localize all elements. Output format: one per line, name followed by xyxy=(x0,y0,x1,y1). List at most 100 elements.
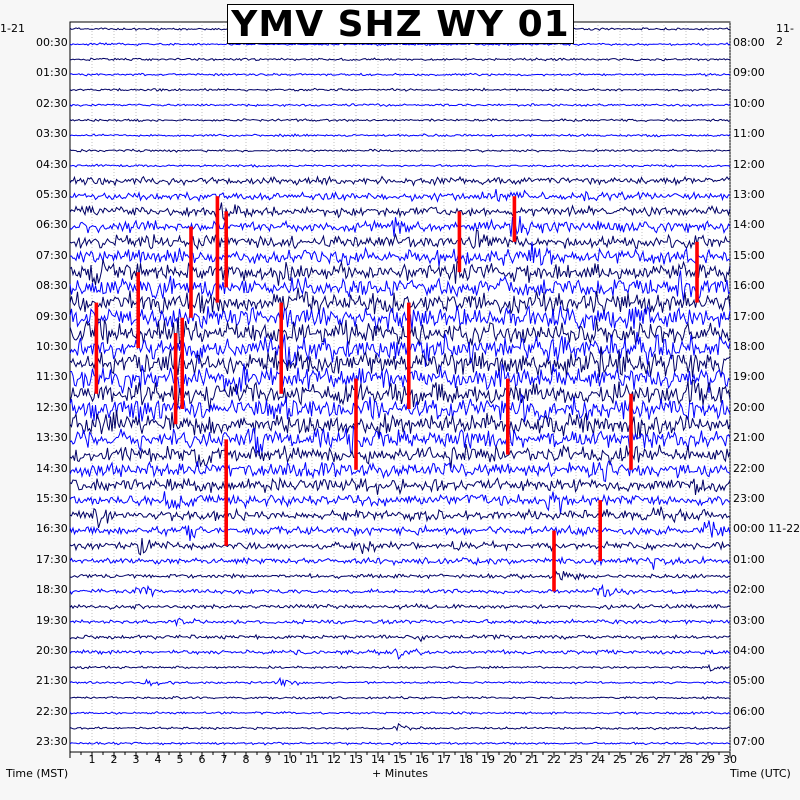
trace-row xyxy=(69,42,731,47)
x-tick-label: 4 xyxy=(154,753,162,766)
x-tick-label: 13 xyxy=(349,753,363,766)
left-time-label: 22:30 xyxy=(36,704,68,718)
event-markers xyxy=(94,196,699,592)
right-time-label: 08:00 xyxy=(733,36,765,49)
left-time-label: 04:30 xyxy=(36,157,68,171)
event-marker xyxy=(629,393,633,470)
trace-row xyxy=(69,617,731,628)
trace-row xyxy=(69,175,731,187)
x-tick-label: 6 xyxy=(198,753,206,766)
x-tick-label: 14 xyxy=(371,753,385,766)
left-time-label: 00:30 xyxy=(36,36,68,49)
trace-row xyxy=(69,189,731,203)
left-time-label: 11:30 xyxy=(36,370,68,384)
left-time-label: 10:30 xyxy=(36,340,68,353)
event-marker xyxy=(136,272,140,349)
x-tick-label: 28 xyxy=(679,753,693,766)
trace-row xyxy=(69,103,731,108)
left-time-label: 09:30 xyxy=(36,309,68,323)
x-tick-label: 24 xyxy=(591,753,605,766)
left-time-label: 08:30 xyxy=(36,279,68,293)
trace-row xyxy=(69,259,731,286)
seismic-traces xyxy=(69,26,731,746)
left-time-label: 03:30 xyxy=(36,127,68,141)
corner-date-left: 1-21 xyxy=(0,22,25,35)
trace-row xyxy=(69,304,731,331)
x-tick-label: 30 xyxy=(723,753,737,766)
x-tick-label: 1 xyxy=(88,753,96,766)
trace-row xyxy=(69,676,731,688)
right-time-label: 15:00 xyxy=(733,248,765,262)
trace-row xyxy=(69,148,731,153)
right-time-label: 18:00 xyxy=(733,340,765,353)
trace-row xyxy=(69,228,730,251)
x-tick-label: 7 xyxy=(220,753,228,766)
trace-row xyxy=(69,287,731,315)
right-time-label: 22:00 xyxy=(733,461,765,475)
chart-title: YMV SHZ WY 01 xyxy=(227,4,574,45)
trace-row xyxy=(69,506,731,529)
x-tick-label: 23 xyxy=(569,753,583,766)
x-tick-label: 5 xyxy=(176,753,184,766)
left-time-label: 18:30 xyxy=(36,583,68,597)
trace-row xyxy=(69,57,731,62)
x-tick-label: 18 xyxy=(459,753,473,766)
trace-row xyxy=(69,317,731,347)
x-tick-label: 12 xyxy=(327,753,341,766)
x-axis-left-label: Time (MST) xyxy=(6,767,69,780)
event-marker xyxy=(354,378,358,470)
left-time-label: 07:30 xyxy=(36,248,68,262)
trace-row xyxy=(69,570,731,582)
left-time-label: 06:30 xyxy=(36,218,68,232)
left-time-label: 14:30 xyxy=(36,461,68,475)
trace-row xyxy=(70,163,731,168)
trace-row xyxy=(69,741,731,746)
x-tick-label: 27 xyxy=(657,753,671,766)
right-time-label: 00:00 11-22 xyxy=(733,522,800,536)
event-marker xyxy=(173,333,178,425)
event-marker xyxy=(407,302,411,409)
left-time-label: 05:30 xyxy=(36,188,68,201)
x-tick-label: 21 xyxy=(525,753,539,766)
x-tick-label: 22 xyxy=(547,753,561,766)
right-time-label: 20:00 xyxy=(733,400,765,414)
trace-row xyxy=(69,346,731,378)
right-time-label: 23:00 xyxy=(733,492,765,505)
event-marker xyxy=(506,378,510,455)
x-tick-label: 9 xyxy=(264,753,272,766)
x-tick-label: 29 xyxy=(701,753,715,766)
x-tick-label: 10 xyxy=(283,753,297,766)
trace-row xyxy=(69,602,731,611)
left-time-label: 16:30 xyxy=(36,522,68,536)
event-marker xyxy=(552,530,556,592)
right-time-label: 01:00 xyxy=(733,552,765,566)
x-tick-label: 8 xyxy=(242,753,250,766)
event-marker xyxy=(695,241,699,303)
right-time-label: 19:00 xyxy=(733,370,765,384)
x-tick-label: 3 xyxy=(132,753,140,766)
trace-row xyxy=(69,633,731,643)
event-marker xyxy=(180,317,184,409)
trace-row xyxy=(69,215,731,237)
trace-row xyxy=(69,443,731,469)
trace-row xyxy=(69,118,731,123)
right-time-label: 10:00 xyxy=(733,96,765,110)
right-time-label: 21:00 xyxy=(733,431,765,445)
x-tick-label: 20 xyxy=(503,753,517,766)
event-marker xyxy=(512,196,517,242)
x-tick-label: 19 xyxy=(481,753,495,766)
x-tick-label: 2 xyxy=(110,753,118,766)
trace-row xyxy=(69,476,731,496)
right-time-label: 13:00 xyxy=(733,188,765,201)
right-time-label: 03:00 xyxy=(733,613,765,627)
x-tick-label: 15 xyxy=(393,753,407,766)
x-axis-right-label: Time (UTC) xyxy=(730,767,791,780)
trace-row xyxy=(69,460,731,483)
event-marker xyxy=(279,302,283,394)
right-time-label: 05:00 xyxy=(733,674,765,688)
trace-row xyxy=(69,583,731,598)
event-marker xyxy=(189,226,193,318)
left-time-label: 21:30 xyxy=(36,674,68,688)
plot-area xyxy=(69,21,731,753)
trace-row xyxy=(69,710,731,716)
